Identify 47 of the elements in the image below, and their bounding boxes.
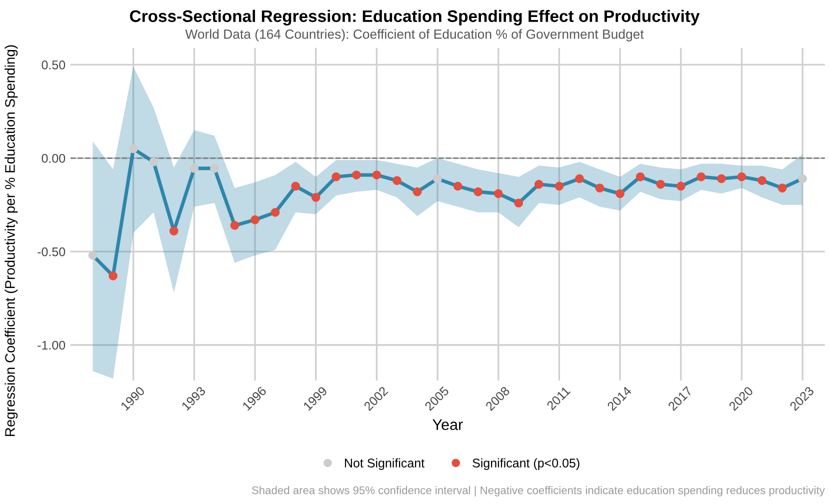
point [737, 172, 746, 182]
point [372, 170, 382, 180]
point [311, 192, 320, 202]
y-tick-label: -0.50 [38, 247, 66, 256]
chart-subtitle: World Data (164 Countries): Coefficient of Education % of Government Budget [185, 29, 644, 42]
point [453, 182, 462, 191]
point [149, 157, 158, 166]
point [676, 182, 686, 191]
point [798, 174, 807, 184]
legend-label: Not Significant [344, 458, 424, 470]
point [412, 187, 422, 196]
point [332, 172, 341, 182]
point [514, 198, 524, 208]
chart-title: Cross-Sectional Regression: Education Spending Effect on Productivity [130, 10, 700, 26]
point [696, 172, 706, 182]
y-tick-label: 0.00 [42, 154, 66, 163]
x-axis-title: Year [432, 419, 463, 430]
legend-label: Significant (p<0.05) [472, 458, 580, 470]
point [291, 182, 300, 191]
point [433, 174, 442, 184]
y-axis-title: Regression Coefficient (Productivity per % Education Spending) [4, 45, 18, 436]
point [352, 170, 361, 180]
y-tick-label: -1.00 [38, 340, 66, 350]
point [575, 174, 584, 184]
point [656, 180, 665, 189]
point [595, 184, 604, 192]
point [494, 189, 503, 198]
point [778, 184, 787, 192]
point [169, 226, 178, 236]
point [758, 176, 766, 185]
point [250, 215, 260, 224]
point [230, 221, 240, 230]
point [474, 187, 482, 196]
y-tick-label: 0.50 [42, 60, 66, 70]
text: Shaded area shows 95% confidence interval | Negative coefficients indicate education spending reduces productivity [252, 486, 825, 496]
point [210, 164, 219, 173]
point [554, 182, 564, 191]
point [392, 176, 402, 185]
point [636, 172, 645, 182]
point [128, 144, 138, 154]
point [534, 180, 544, 189]
point [616, 189, 624, 198]
point [108, 271, 118, 280]
point [88, 250, 98, 260]
point [190, 164, 199, 173]
point [270, 208, 280, 217]
point [717, 174, 726, 184]
